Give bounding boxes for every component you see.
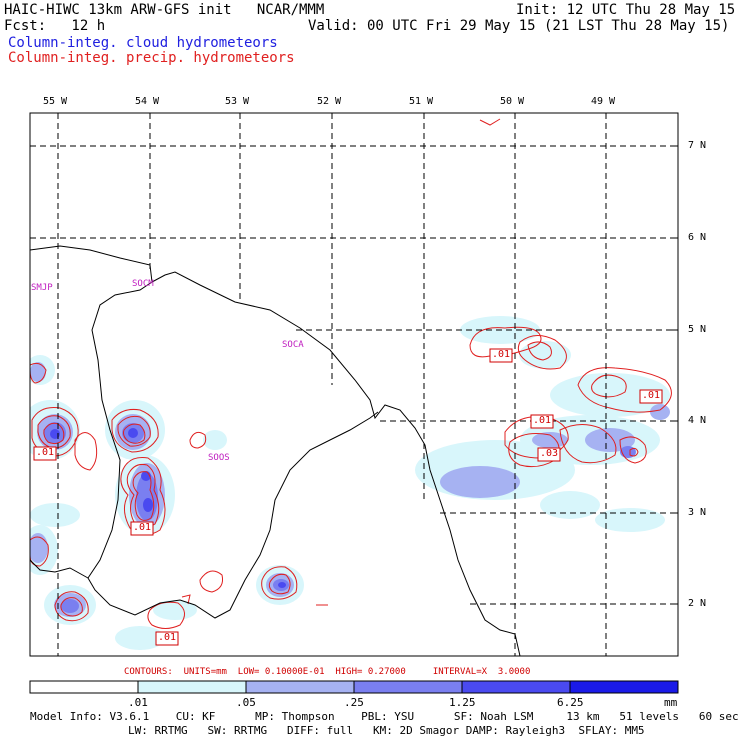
station-label: SOCA — [282, 340, 304, 350]
contour-label: .01 — [533, 415, 552, 426]
colorbar-tick: .01 — [128, 696, 148, 709]
contour-info: CONTOURS: UNITS=mm LOW= 0.10000E-01 HIGH… — [124, 667, 531, 677]
contour-label: .01 — [492, 349, 511, 360]
lat-label: 7 N — [688, 140, 707, 151]
colorbar-tick: .25 — [344, 696, 364, 709]
cloud-level-1 — [30, 316, 670, 650]
precip-contours — [30, 118, 672, 629]
colorbar — [29, 680, 679, 694]
station-label: SOOS — [208, 453, 230, 463]
map-frame — [29, 112, 679, 657]
model-title: HAIC-HIWC 13km ARW-GFS init NCAR/MMM — [4, 2, 325, 18]
contour-label: .01 — [642, 390, 661, 401]
valid-time: Valid: 00 UTC Fri 29 May 15 (21 LST Thu … — [308, 18, 730, 34]
contour-label: .01 — [36, 447, 55, 458]
colorbar-tick: 1.25 — [449, 696, 476, 709]
lat-label: 4 N — [688, 415, 707, 426]
lat-label: 3 N — [688, 507, 707, 518]
legend-precip-label: Column-integ. precip. hydrometeors — [8, 50, 295, 66]
lon-label: 55 W — [43, 96, 68, 107]
frame-ticks — [57, 113, 678, 605]
lon-label: 54 W — [135, 96, 160, 107]
lon-label: 51 W — [409, 96, 434, 107]
model-info-line1: Model Info: V3.6.1 CU: KF MP: Thompson P… — [30, 710, 739, 723]
coastline-borders — [30, 245, 521, 656]
cloud-level-4 — [50, 428, 286, 588]
lon-label: 49 W — [591, 96, 616, 107]
hydrometeor-fields — [30, 118, 672, 650]
contour-label: .01 — [133, 522, 152, 533]
colorbar-unit: mm — [664, 696, 678, 709]
lat-label: 5 N — [688, 324, 707, 335]
lat-lon-grid — [30, 113, 678, 656]
station-label: SOCM — [132, 279, 154, 289]
contour-label: .03 — [540, 448, 559, 459]
lon-label: 50 W — [500, 96, 525, 107]
colorbar-tick: .05 — [236, 696, 256, 709]
lon-label: 52 W — [317, 96, 342, 107]
forecast-hour: Fcst: 12 h — [4, 18, 106, 34]
init-time: Init: 12 UTC Thu 28 May 15 — [516, 2, 736, 18]
contour-label: .01 — [158, 632, 177, 643]
model-info-line2: LW: RRTMG SW: RRTMG DIFF: full KM: 2D Sm… — [128, 724, 645, 737]
legend-cloud-label: Column-integ. cloud hydrometeors — [8, 35, 278, 51]
colorbar-tick: 6.25 — [557, 696, 584, 709]
lon-label: 53 W — [225, 96, 250, 107]
lat-label: 2 N — [688, 598, 707, 609]
lat-label: 6 N — [688, 232, 707, 243]
station-label: SMJP — [31, 283, 53, 293]
contour-label-boxes — [33, 348, 663, 646]
